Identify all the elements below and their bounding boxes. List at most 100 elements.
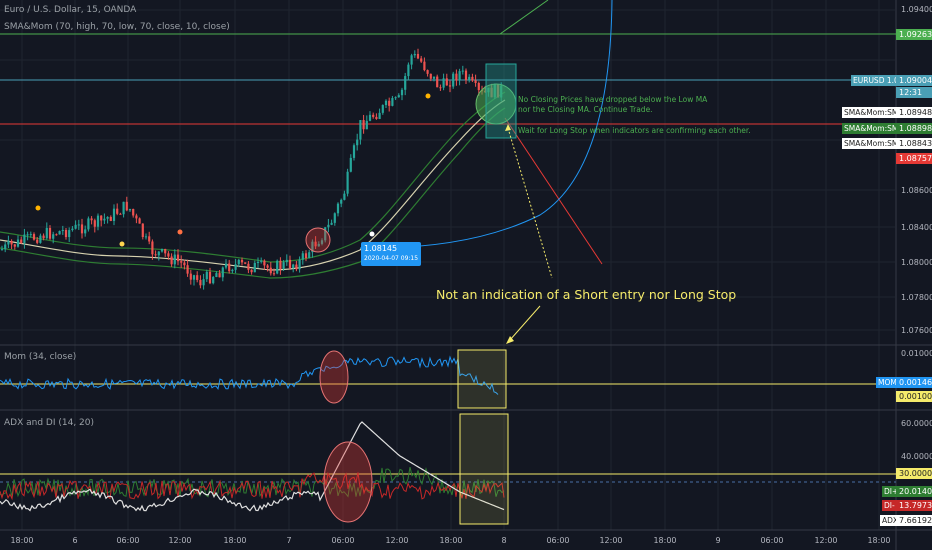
- candle-body: [272, 273, 276, 275]
- callout-arrow-line[interactable]: [509, 305, 541, 341]
- price-tag-green: 1.09263: [896, 29, 932, 40]
- candlestick-series[interactable]: [0, 48, 503, 290]
- mom-axis-label: 0.01000: [901, 349, 932, 358]
- candle-body: [119, 213, 122, 215]
- symbol-title[interactable]: Euro / U.S. Dollar, 15, OANDA: [4, 5, 137, 15]
- candle-body: [16, 239, 20, 247]
- time-axis-label: 18:00: [867, 536, 891, 545]
- candle-body: [0, 249, 4, 251]
- time-axis-label: 12:00: [814, 536, 838, 545]
- candle-body: [240, 259, 244, 263]
- last-price-tag: 1.09004: [896, 75, 932, 86]
- candle-body: [205, 271, 208, 280]
- candle-body: [244, 262, 247, 264]
- candle-body: [10, 240, 13, 245]
- candle-body: [391, 98, 394, 106]
- candle-body: [4, 244, 7, 250]
- candle-body: [474, 80, 477, 83]
- candle-body: [253, 262, 256, 273]
- candle-body: [228, 263, 231, 272]
- adx-axis-label: 60.00000: [901, 419, 932, 428]
- candle-body: [263, 260, 266, 266]
- candle-body: [71, 228, 74, 231]
- mom-yellow-tag: 0.00100: [896, 391, 932, 402]
- highlight-rect-yellow[interactable]: [459, 413, 509, 525]
- candle-body: [301, 253, 304, 260]
- time-axis-label: 18:00: [439, 536, 463, 545]
- candle-body: [112, 208, 116, 221]
- candle-body: [365, 120, 368, 130]
- ma-band-low: [0, 107, 506, 279]
- highlight-rect-teal[interactable]: [485, 63, 517, 139]
- candle-body: [468, 76, 471, 81]
- candle-body: [400, 89, 404, 96]
- arc-drawing[interactable]: [359, 0, 613, 249]
- arrow-head-icon: [506, 336, 514, 344]
- indicator-title[interactable]: SMA&Mom (70, high, 70, low, 70, close, 1…: [4, 22, 230, 32]
- candle-body: [314, 241, 317, 247]
- badge-date: 2020-04-07 09:15: [364, 255, 419, 262]
- candle-body: [282, 262, 285, 270]
- candle-body: [103, 218, 106, 221]
- highlight-ellipse-red[interactable]: [319, 350, 349, 404]
- candle-body: [394, 97, 397, 99]
- sma3-tag-name: SMA&Mom:SMA #3: [842, 123, 919, 134]
- mom-tag-name: MOM: [876, 377, 899, 388]
- price-axis-label: 1.09400: [901, 5, 932, 14]
- candle-body: [100, 215, 103, 221]
- highlight-rect-yellow[interactable]: [457, 349, 507, 409]
- candle-body: [477, 82, 480, 91]
- signal-dot: [35, 205, 41, 211]
- sma1-tag: 1.08948: [896, 107, 932, 118]
- price-tag-red: 1.08757: [896, 153, 932, 164]
- note-continue-trade[interactable]: No Closing Prices have dropped below the…: [518, 95, 707, 115]
- note-wait-long-stop[interactable]: Wait for Long Stop when indicators are c…: [518, 126, 751, 135]
- candle-body: [55, 234, 58, 236]
- candle-body: [452, 73, 455, 87]
- candle-body: [295, 264, 298, 270]
- candle-body: [269, 267, 272, 274]
- highlight-ellipse-red[interactable]: [323, 441, 373, 523]
- candle-body: [285, 259, 288, 263]
- candle-body: [64, 229, 68, 238]
- price-date-badge[interactable]: 1.08145 2020-04-07 09:15: [361, 242, 422, 266]
- candle-body: [116, 208, 119, 214]
- time-axis-label: 12:00: [599, 536, 623, 545]
- candle-body: [260, 260, 263, 262]
- time-axis-label: 6: [72, 536, 78, 545]
- candle-body: [173, 254, 176, 265]
- candle-body: [109, 216, 112, 221]
- candle-body: [189, 273, 192, 280]
- candle-body: [125, 201, 128, 211]
- candle-body: [439, 87, 442, 89]
- trend-line-red[interactable]: [504, 117, 603, 265]
- candle-body: [135, 215, 138, 219]
- candle-body: [276, 260, 279, 274]
- adx-threshold-tag: 30.00000: [896, 468, 932, 479]
- candle-body: [170, 256, 173, 265]
- candle-body: [333, 213, 336, 223]
- callout-arrow-line[interactable]: [507, 127, 553, 279]
- candle-body: [90, 218, 93, 221]
- candle-body: [39, 235, 42, 243]
- time-axis-label: 18:00: [10, 536, 34, 545]
- mom-pane-title[interactable]: Mom (34, close): [4, 352, 77, 362]
- signal-dot: [119, 241, 125, 247]
- highlight-circle-red[interactable]: [305, 227, 331, 253]
- adx-pane-title[interactable]: ADX and DI (14, 20): [4, 418, 94, 428]
- time-axis-label: 18:00: [653, 536, 677, 545]
- note-not-short-entry[interactable]: Not an indication of a Short entry nor L…: [436, 287, 737, 302]
- candle-body: [48, 227, 52, 239]
- candle-body: [247, 263, 250, 270]
- candle-body: [164, 248, 167, 254]
- time-axis-label: 12:00: [385, 536, 409, 545]
- trend-line-green[interactable]: [499, 0, 549, 35]
- arrow-head-icon: [505, 124, 511, 131]
- candle-body: [343, 193, 346, 200]
- candle-body: [407, 64, 410, 77]
- candle-body: [87, 218, 90, 230]
- candle-body: [61, 229, 64, 232]
- candle-body: [359, 120, 362, 140]
- candle-body: [183, 262, 186, 266]
